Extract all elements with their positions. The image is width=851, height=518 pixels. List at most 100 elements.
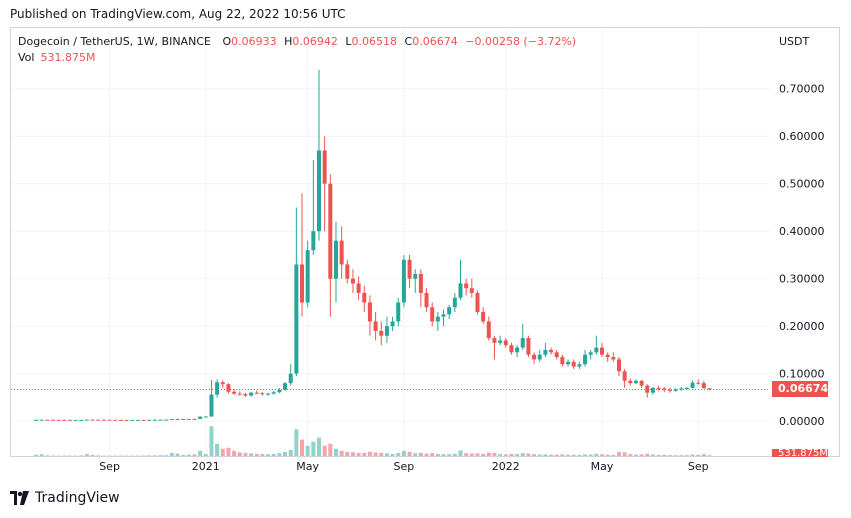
- volume-bar: [475, 453, 480, 456]
- candle-body: [509, 345, 514, 353]
- candle-body: [515, 347, 520, 353]
- y-tick-label: 0.60000: [779, 130, 825, 143]
- volume-bar: [594, 453, 599, 456]
- volume-bar: [373, 452, 378, 456]
- candle-body: [560, 357, 565, 365]
- y-tick-label: 0.40000: [779, 225, 825, 238]
- candle-body: [401, 259, 406, 303]
- volume-bar: [413, 453, 418, 456]
- candle-body: [571, 361, 576, 367]
- volume-bar: [447, 454, 452, 456]
- candle-body: [605, 354, 610, 358]
- volume-bar: [203, 453, 208, 456]
- y-tick-label: 0.30000: [779, 273, 825, 286]
- volume-bar: [215, 443, 220, 456]
- candle-body: [175, 419, 180, 421]
- volume-bar: [690, 454, 695, 456]
- volume-bar: [362, 452, 367, 456]
- volume-bar: [571, 454, 576, 456]
- candle-body: [611, 357, 616, 360]
- volume-bar: [701, 454, 706, 456]
- candle-body: [118, 419, 123, 421]
- volume-value: 531.875M: [40, 51, 96, 64]
- volume-bar: [328, 443, 333, 456]
- volume-bar: [560, 454, 565, 456]
- volume-bar: [311, 441, 316, 456]
- volume-bar: [633, 454, 638, 456]
- candle-body: [294, 264, 299, 374]
- candle-body: [435, 316, 440, 322]
- candle-body: [537, 354, 542, 360]
- candle-body: [633, 380, 638, 384]
- chart-frame: [10, 27, 840, 457]
- candle-body: [203, 416, 208, 418]
- candle-body: [322, 150, 327, 184]
- candle-body: [34, 419, 38, 421]
- candle-body: [232, 391, 237, 394]
- candle-body: [594, 347, 599, 353]
- tradingview-logo-icon: [10, 491, 29, 505]
- candle-body: [339, 240, 344, 265]
- y-tick-label: 0.50000: [779, 178, 825, 191]
- candle-body: [447, 307, 452, 315]
- volume-bar: [164, 455, 169, 456]
- volume-bar: [469, 453, 474, 456]
- volume-bar: [79, 455, 84, 456]
- tradingview-logo[interactable]: TradingView: [10, 490, 120, 506]
- candle-body: [707, 388, 712, 390]
- high-label: H: [284, 35, 293, 48]
- candle-body: [186, 418, 191, 420]
- candle-body: [430, 307, 435, 322]
- candle-body: [113, 419, 118, 421]
- price-axis: 0.70000 0.60000 0.50000 0.40000 0.30000 0.200…: [779, 83, 825, 429]
- candle-body: [135, 419, 140, 421]
- candle-body: [158, 419, 163, 421]
- candle-body: [209, 394, 214, 417]
- change-value: −0.00258 (−3.72%): [465, 35, 577, 48]
- volume-bar: [537, 454, 542, 456]
- candle-body: [141, 419, 146, 421]
- volume-bar: [186, 454, 191, 456]
- candle-body: [67, 419, 72, 421]
- volume-bar: [554, 454, 559, 456]
- volume-bar: [492, 452, 497, 456]
- volume-bar: [407, 451, 412, 456]
- volume-bar: [45, 455, 50, 456]
- symbol-title[interactable]: Dogecoin / TetherUS, 1W, BINANCE: [18, 35, 211, 48]
- volume-bar: [684, 455, 689, 456]
- volume-bar: [418, 452, 423, 456]
- candle-body: [441, 314, 446, 317]
- candle-body: [249, 392, 254, 396]
- candle-body: [169, 419, 174, 421]
- volume-bar: [367, 451, 372, 456]
- open-label: O: [222, 35, 232, 48]
- candle-body: [300, 264, 305, 303]
- candle-body: [549, 349, 554, 353]
- volume-bar: [147, 455, 152, 456]
- volume-bar: [249, 453, 254, 456]
- volume-bar: [458, 450, 463, 456]
- candle-body: [305, 250, 310, 303]
- volume-bar: [486, 452, 491, 456]
- candle-body: [192, 418, 197, 420]
- candle-body: [458, 283, 463, 298]
- volume-bar: [605, 454, 610, 456]
- high-value: 0.06942: [292, 35, 338, 48]
- candle-body: [215, 382, 220, 395]
- time-axis: Sep 2021 May Sep 2022 May Sep: [99, 460, 708, 473]
- candle-body: [543, 349, 548, 355]
- volume-bar: [317, 437, 321, 456]
- volume-bar: [639, 454, 644, 456]
- candle-body: [260, 393, 265, 395]
- last-price-tag: 0.06674: [772, 381, 828, 397]
- chart-legend: Dogecoin / TetherUS, 1W, BINANCE O0.0693…: [18, 34, 576, 66]
- x-tick-label: 2022: [492, 460, 520, 473]
- quote-currency: USDT: [779, 35, 810, 48]
- volume-bar: [707, 455, 712, 456]
- volume-bar: [656, 454, 661, 456]
- close-value: 0.06674: [412, 35, 458, 48]
- candle-body: [107, 419, 112, 421]
- candle-body: [283, 383, 288, 390]
- y-tick-label: 0.20000: [779, 320, 825, 333]
